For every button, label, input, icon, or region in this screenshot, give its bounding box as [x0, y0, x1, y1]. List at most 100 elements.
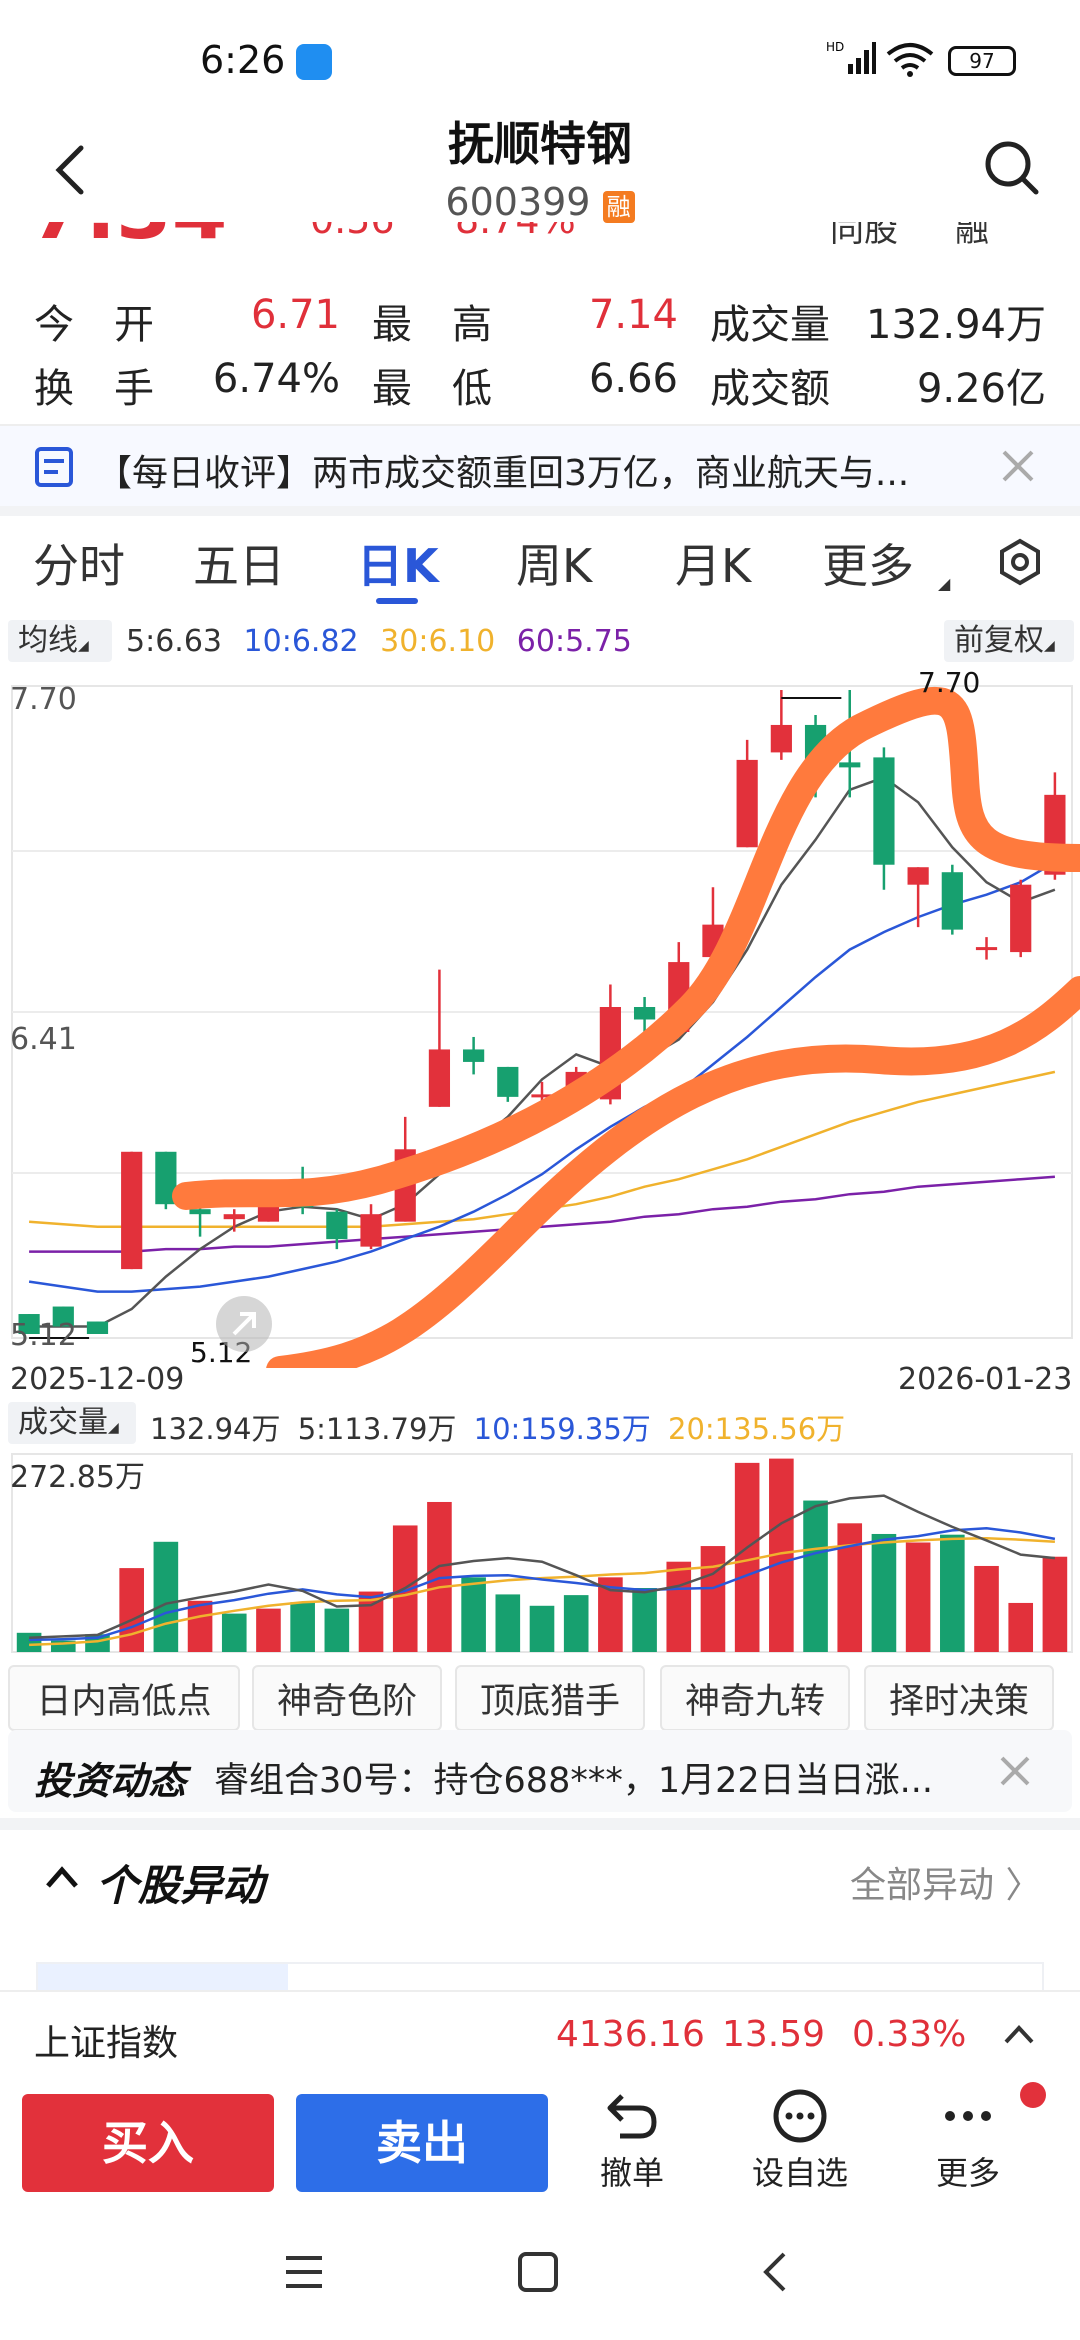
index-change: 13.59 [722, 2014, 826, 2055]
search-icon[interactable] [982, 138, 1042, 198]
open-label: 今 开 [34, 302, 154, 348]
tab-more[interactable]: 更多 [822, 539, 914, 593]
volume-bar [461, 1577, 486, 1652]
label-partial-2: 融 [955, 222, 989, 250]
battery-icon: 97 [948, 46, 1016, 76]
wifi-icon [885, 40, 935, 84]
nav-back-icon[interactable] [760, 2250, 790, 2298]
tab-intraday[interactable]: 分时 [33, 539, 125, 593]
tool-top-bottom-hunter[interactable]: 顶底猎手 [455, 1665, 645, 1731]
tab-daily-k[interactable]: 日K [357, 539, 439, 593]
volume-values: 132.94万 5:113.79万 10:159.35万 20:135.56万 [150, 1406, 845, 1448]
candle-body [155, 1151, 177, 1205]
chevron-right-icon: 〉 [1005, 1865, 1042, 1906]
candle-body [257, 1204, 280, 1222]
candle-body [497, 1066, 519, 1097]
add-watchlist-button[interactable]: 设自选 [740, 2088, 860, 2198]
candle-body [360, 1214, 382, 1247]
index-name: 上证指数 [34, 2023, 179, 2064]
volume-bar [871, 1533, 897, 1652]
high-label: 最 高 [372, 302, 492, 348]
high-value: 7.14 [588, 292, 678, 338]
more-circle-icon [773, 2089, 827, 2143]
chevron-down-icon: ◢ [938, 574, 951, 593]
price-bottom-label: 5.12 [10, 1318, 77, 1353]
invest-logo: 投资动态 [34, 1759, 187, 1803]
stock-code-row: 600399 融 [0, 180, 1080, 224]
low-value: 6.66 [588, 356, 678, 402]
invest-text: 睿组合30号：持仓688***，1月22日当日涨... [214, 1761, 934, 1801]
tool-timing[interactable]: 择时决策 [864, 1665, 1054, 1731]
volume-chart[interactable] [0, 1450, 1080, 1656]
close-icon[interactable] [1000, 448, 1036, 488]
ma10-line [28, 861, 1056, 1293]
back-icon[interactable] [45, 140, 95, 200]
index-bar[interactable]: 上证指数 4136.16 13.59 0.33% [0, 1990, 1080, 2076]
tab-monthly-k[interactable]: 月K [675, 539, 752, 593]
ma-values: 5:6.63 10:6.82 30:6.10 60:5.75 [126, 624, 632, 659]
volume-value: 132.94万 [866, 302, 1046, 348]
app-notification-icon [296, 44, 332, 80]
volume-selector[interactable]: 成交量◢ [8, 1402, 136, 1444]
chevron-up-icon[interactable] [1002, 2020, 1036, 2050]
volume-ma10: 10:159.35万 [473, 1412, 651, 1446]
price-top-label: 7.70 [10, 682, 77, 717]
candle-body [121, 1151, 143, 1270]
ma30-value: 30:6.10 [380, 624, 496, 659]
tool-magic-nine[interactable]: 神奇九转 [660, 1665, 850, 1731]
ma-selector[interactable]: 均线◢ [8, 620, 112, 662]
news-text: 【每日收评】两市成交额重回3万亿，商业航天与... [96, 453, 910, 494]
cancel-order-button[interactable]: 撤单 [590, 2088, 674, 2198]
expand-chart-icon[interactable] [216, 1296, 272, 1352]
buy-button[interactable]: 买入 [22, 2094, 274, 2192]
turnover-label: 换 手 [34, 366, 154, 412]
candle-body [975, 947, 998, 951]
volume-bar [50, 1640, 76, 1652]
tool-magic-color[interactable]: 神奇色阶 [252, 1665, 442, 1731]
index-value: 4136.16 [556, 2014, 705, 2055]
more-dots-icon [945, 2111, 991, 2121]
candle-body [428, 1049, 451, 1107]
section-divider [0, 1818, 1080, 1830]
tool-intraday-high-low[interactable]: 日内高低点 [8, 1665, 240, 1731]
nav-home-icon[interactable] [516, 2250, 560, 2298]
volume-bar [905, 1542, 931, 1652]
price-mid-label: 6.41 [10, 1022, 77, 1057]
volume-bar [119, 1568, 144, 1652]
volume-bar [290, 1602, 315, 1652]
change-partial: 0.56 [310, 222, 395, 242]
anomaly-title: 个股异动 [96, 1861, 265, 1910]
candle-body [839, 762, 861, 768]
nav-menu-icon[interactable] [282, 2252, 326, 2296]
volume-bar [632, 1588, 657, 1652]
adjust-selector[interactable]: 前复权◢ [944, 620, 1074, 662]
invest-banner[interactable]: 投资动态 睿组合30号：持仓688***，1月22日当日涨... [8, 1730, 1072, 1812]
notification-dot [1020, 2082, 1046, 2108]
tab-weekly-k[interactable]: 周K [516, 539, 593, 593]
candle-body [1010, 884, 1032, 953]
amount-label: 成交额 [710, 366, 830, 412]
tab-active-underline [376, 598, 418, 604]
undo-icon [607, 2094, 657, 2139]
close-icon[interactable] [998, 1754, 1032, 1792]
chevron-up-icon[interactable] [44, 1862, 80, 1896]
ma5-value: 5:6.63 [126, 624, 222, 659]
candle-body [326, 1211, 348, 1240]
sell-button[interactable]: 卖出 [296, 2094, 548, 2192]
volume-bar [700, 1546, 726, 1652]
volume-ma5: 5:113.79万 [297, 1412, 457, 1446]
candlestick-chart[interactable] [0, 668, 1080, 1368]
amount-value: 9.26亿 [916, 366, 1046, 412]
candle-body [189, 1209, 211, 1215]
label-partial-1: 同股 [830, 222, 898, 250]
tab-five-day[interactable]: 五日 [193, 539, 285, 593]
news-banner[interactable]: 【每日收评】两市成交额重回3万亿，商业航天与... [0, 426, 1080, 506]
margin-badge: 融 [602, 191, 635, 223]
candle-body [907, 867, 929, 885]
ma10-value: 10:6.82 [243, 624, 359, 659]
turnover-value: 6.74% [212, 356, 340, 402]
signal-icon: HD [826, 40, 876, 80]
more-button[interactable]: 更多 [918, 2088, 1018, 2198]
settings-icon[interactable] [996, 538, 1044, 590]
all-anomaly-link[interactable]: 全部异动 〉 [850, 1856, 1041, 1908]
